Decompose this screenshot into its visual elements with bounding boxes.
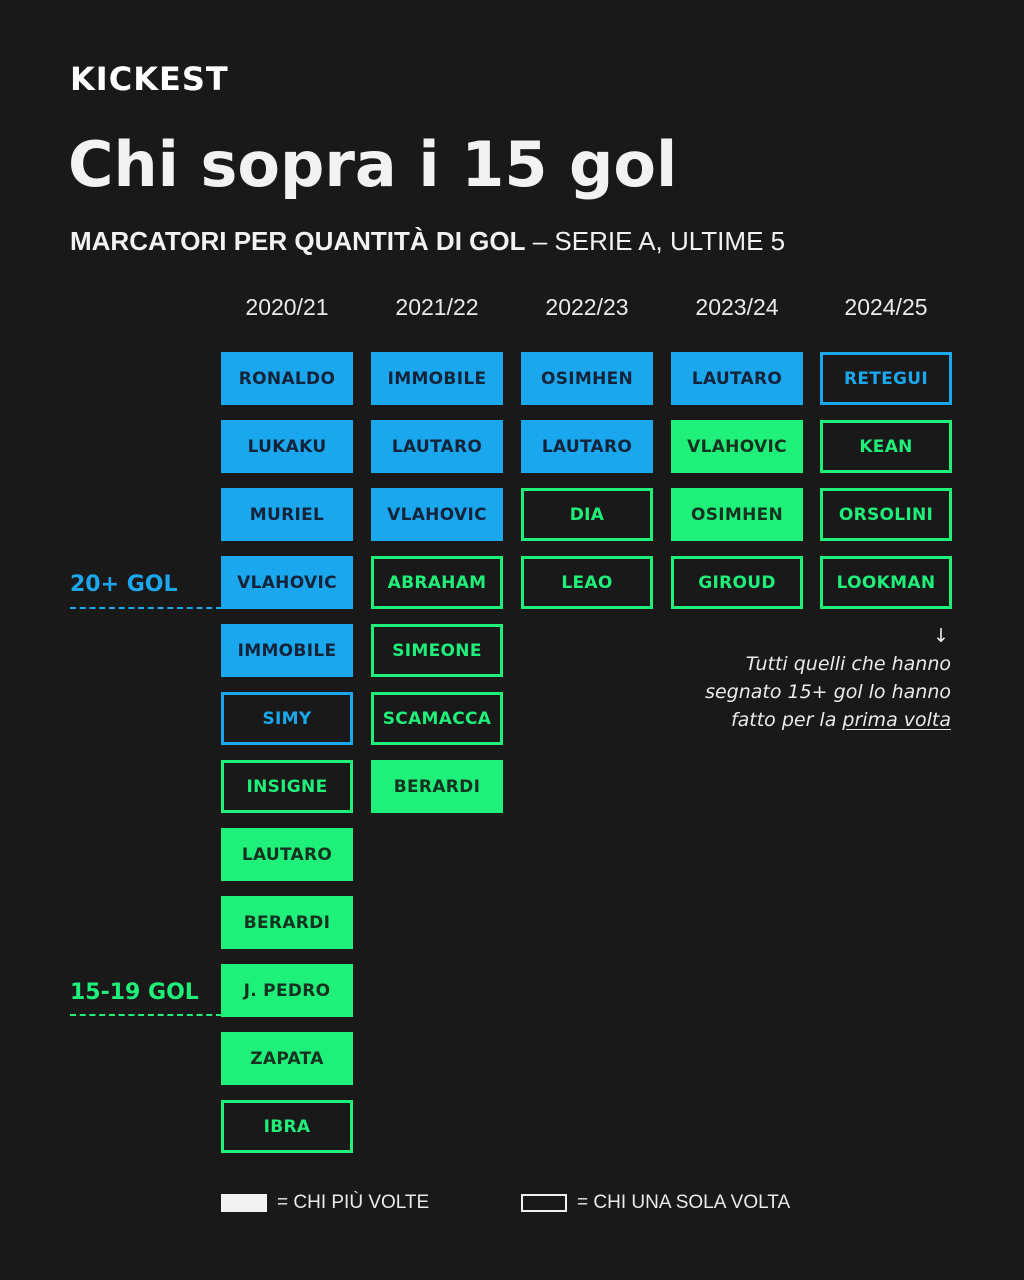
subtitle-bold: MARCATORI PER QUANTITÀ DI GOL (70, 226, 526, 256)
player-cell: BERARDI (221, 896, 353, 949)
player-cell: LAUTARO (371, 420, 503, 473)
season-column-2022-23: OSIMHEN LAUTARO DIA LEAO (521, 352, 653, 624)
tier-label-20-plus: 20+ GOL (70, 572, 178, 597)
note-underlined: prima volta (842, 709, 951, 731)
season-header: 2021/22 (395, 294, 479, 320)
player-cell: LAUTARO (221, 828, 353, 881)
down-arrow-icon: ↓ (933, 625, 949, 647)
player-cell: ZAPATA (221, 1032, 353, 1085)
tier-label-15-19: 15-19 GOL (70, 980, 199, 1005)
subtitle-rest: – SERIE A, ULTIME 5 (525, 226, 786, 256)
note-line-2: segnato 15+ gol lo hanno (705, 681, 951, 703)
tier-divider-15-19 (70, 1014, 222, 1016)
player-cell: VLAHOVIC (671, 420, 803, 473)
player-cell: ABRAHAM (371, 556, 503, 609)
note-line-1: Tutti quelli che hanno (745, 653, 951, 675)
player-cell: BERARDI (371, 760, 503, 813)
season-header: 2024/25 (844, 294, 928, 320)
player-cell: IMMOBILE (221, 624, 353, 677)
season-header: 2023/24 (695, 294, 779, 320)
season-column-2021-22: IMMOBILE LAUTARO VLAHOVIC ABRAHAM SIMEONE SCA… (371, 352, 503, 828)
player-cell: INSIGNE (221, 760, 353, 813)
kickest-logo: KICKEST (70, 60, 229, 98)
player-cell: RONALDO (221, 352, 353, 405)
player-cell: VLAHOVIC (221, 556, 353, 609)
note-line-3: fatto per la (730, 709, 843, 731)
page-title: Chi sopra i 15 gol (68, 128, 678, 201)
player-cell: SIMEONE (371, 624, 503, 677)
player-cell: ORSOLINI (820, 488, 952, 541)
player-cell: LAUTARO (671, 352, 803, 405)
player-cell: KEAN (820, 420, 952, 473)
player-cell: OSIMHEN (521, 352, 653, 405)
player-cell: LEAO (521, 556, 653, 609)
player-cell: SIMY (221, 692, 353, 745)
season-column-2020-21: RONALDO LUKAKU MURIEL VLAHOVIC IMMOBILE SIMY I… (221, 352, 353, 1168)
legend-outline-label: = CHI UNA SOLA VOLTA (577, 1192, 791, 1213)
first-time-note: ↓ Tutti quelli che hanno segnato 15+ gol… (705, 622, 951, 734)
player-cell: LAUTARO (521, 420, 653, 473)
player-cell: OSIMHEN (671, 488, 803, 541)
player-cell: IBRA (221, 1100, 353, 1153)
legend-filled-label: = CHI PIÙ VOLTE (277, 1192, 430, 1213)
player-cell: DIA (521, 488, 653, 541)
player-cell: RETEGUI (820, 352, 952, 405)
player-cell: SCAMACCA (371, 692, 503, 745)
filled-swatch (221, 1194, 267, 1212)
season-column-2023-24: LAUTARO VLAHOVIC OSIMHEN GIROUD (671, 352, 803, 624)
season-column-2024-25: RETEGUI KEAN ORSOLINI LOOKMAN (820, 352, 952, 624)
page-subtitle: MARCATORI PER QUANTITÀ DI GOL – SERIE A,… (70, 226, 785, 257)
legend-outline: = CHI UNA SOLA VOLTA (521, 1192, 790, 1214)
player-cell: J. PEDRO (221, 964, 353, 1017)
player-cell: VLAHOVIC (371, 488, 503, 541)
tier-divider-20-plus (70, 607, 222, 609)
player-cell: IMMOBILE (371, 352, 503, 405)
player-cell: LOOKMAN (820, 556, 952, 609)
outline-swatch (521, 1194, 567, 1212)
season-header: 2020/21 (245, 294, 329, 320)
player-cell: MURIEL (221, 488, 353, 541)
season-header: 2022/23 (545, 294, 629, 320)
legend-filled: = CHI PIÙ VOLTE (221, 1192, 429, 1214)
player-cell: LUKAKU (221, 420, 353, 473)
player-cell: GIROUD (671, 556, 803, 609)
